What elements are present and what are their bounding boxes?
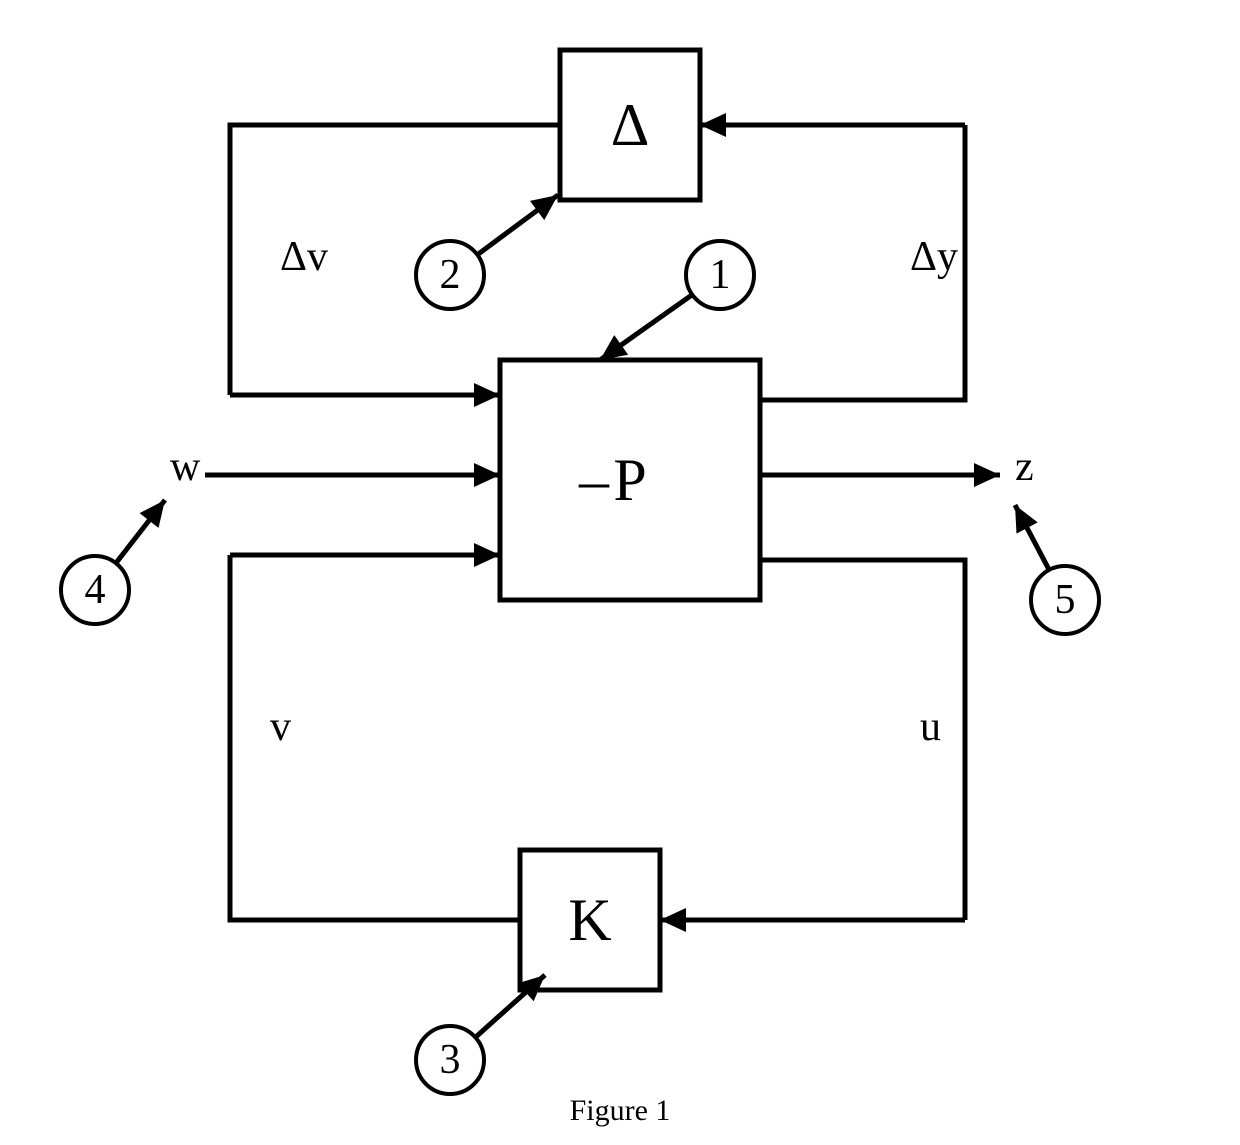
block-plant: P– bbox=[500, 360, 760, 600]
arrowhead-icon bbox=[140, 500, 165, 528]
block-k-label: K bbox=[568, 887, 611, 953]
block-k: K bbox=[520, 850, 660, 990]
signal-label-u: u bbox=[920, 704, 941, 750]
arrowhead-icon bbox=[660, 908, 686, 932]
callout-c1: 1 bbox=[600, 241, 754, 360]
callout-c5: 5 bbox=[1015, 505, 1099, 634]
callout-c3: 3 bbox=[416, 975, 545, 1094]
blocks-group: Δ P– K bbox=[500, 50, 760, 990]
block-delta-label: Δ bbox=[611, 92, 650, 158]
signal-label-delta_y: Δy bbox=[910, 234, 958, 280]
block-delta: Δ bbox=[560, 50, 700, 200]
block-plant-prefix: – bbox=[578, 447, 610, 513]
arrowhead-icon bbox=[474, 543, 500, 567]
arrowhead-icon bbox=[530, 195, 558, 220]
callout-c5-number: 5 bbox=[1055, 577, 1076, 623]
callout-c4-number: 4 bbox=[85, 567, 106, 613]
signal-label-v: v bbox=[270, 704, 291, 750]
callout-c1-number: 1 bbox=[710, 252, 731, 298]
arrowhead-icon bbox=[474, 463, 500, 487]
callout-c3-number: 3 bbox=[440, 1037, 461, 1083]
signal-label-z: z bbox=[1015, 444, 1034, 490]
callout-c2: 2 bbox=[416, 195, 558, 309]
signal-label-delta_v: Δv bbox=[280, 234, 328, 280]
figure-caption: Figure 1 bbox=[570, 1094, 671, 1127]
block-diagram: Δ P– K Δv Δy w z v u 1 2 3 4 5 Figure 1 bbox=[0, 0, 1240, 1145]
callout-c2-number: 2 bbox=[440, 252, 461, 298]
block-plant-label: P bbox=[613, 447, 646, 513]
arrowhead-icon bbox=[974, 463, 1000, 487]
signal-label-w: w bbox=[170, 444, 201, 490]
arrowhead-icon bbox=[600, 335, 628, 360]
arrowhead-icon bbox=[474, 383, 500, 407]
callout-c4: 4 bbox=[61, 500, 165, 624]
arrowhead-icon bbox=[700, 113, 726, 137]
